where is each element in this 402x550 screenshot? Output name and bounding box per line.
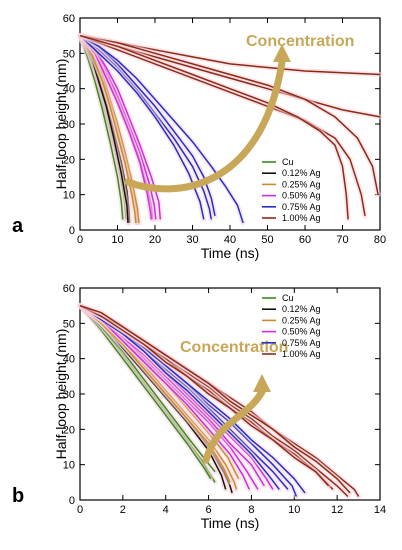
series-line-0-75-ag: [79, 35, 213, 220]
panel-a-y-tick-label: 60: [63, 13, 75, 25]
panel-a-legend: Cu0.12% Ag0.25% Ag 0.50% Ag0.75% Ag1.00% …: [262, 157, 321, 223]
panel-b-concentration-arrow: [202, 374, 271, 464]
series-line-0-50-ag: [79, 35, 153, 220]
panel-b-series-lines: [77, 303, 362, 499]
concentration-arrow-shaft: [124, 58, 286, 193]
panel-a-y-tick-label: 30: [63, 119, 75, 131]
legend-label: 0.12% Ag: [282, 304, 321, 314]
legend-label: 0.50% Ag: [282, 191, 321, 201]
series-line-cu: [79, 305, 212, 480]
panel-b-x-tick-label: 6: [206, 504, 212, 516]
panel-a-y-axis-title: Half-loop height (nm): [53, 59, 69, 190]
panel-a-x-tick-label: 10: [111, 234, 123, 246]
panel-b-x-tick-label: 12: [331, 504, 343, 516]
panel-a-y-tick-label: 0: [69, 225, 75, 237]
series-line-0-50-ag: [79, 305, 250, 490]
legend-label: 0.75% Ag: [282, 202, 321, 212]
panel-a-series-lines: [77, 33, 383, 226]
series-line-1-00-ag: [79, 304, 351, 494]
panel-b-x-tick-label: 2: [120, 504, 126, 516]
panel-b-x-tick-label: 8: [248, 504, 254, 516]
panel-b-letter: b: [12, 485, 24, 507]
panel-a-letter: a: [12, 215, 24, 237]
panel-b-y-tick-label: 30: [63, 389, 75, 401]
series-line-1-00-ag: [79, 34, 349, 220]
panel-a-y-tick-label: 10: [63, 190, 75, 202]
panel-b-x-axis-title: Time (ns): [201, 515, 260, 531]
panel-a-y-tick-label: 20: [63, 154, 75, 166]
panel-b-y-tick-label: 10: [63, 460, 75, 472]
series-line-0-25-ag: [79, 35, 137, 223]
legend-label: 0.75% Ag: [282, 338, 321, 348]
panel-b-y-tick-label: 0: [69, 495, 75, 507]
panel-b-y-tick-label: 60: [63, 283, 75, 295]
legend-label: 1.00% Ag: [282, 213, 321, 223]
series-line-1-00-ag: [79, 305, 330, 487]
legend-label: 0.12% Ag: [282, 168, 321, 178]
panel-b-y-axis-title: Half-loop height (nm): [53, 329, 69, 460]
panel-b-legend: Cu0.12% Ag0.25% Ag 0.50% Ag0.75% Ag1.00% …: [262, 293, 321, 359]
panel-b-x-tick-label: 0: [77, 504, 83, 516]
panel-b-y-tick-label: 40: [63, 354, 75, 366]
panel-a-x-tick-label: 50: [261, 234, 273, 246]
panel-a-concentration-label: Concentration: [246, 33, 354, 50]
panel-a-x-tick-label: 80: [374, 234, 386, 246]
panel-a-x-tick-label: 0: [77, 234, 83, 246]
panel-a-x-tick-label: 40: [224, 234, 236, 246]
series-line-0-75-ag: [79, 305, 280, 490]
panel-a-ticks: 0 10 20 30 40 50 60 70 80 0 10 20 30 40 50 60: [63, 13, 386, 246]
panel-b-x-tick-label: 14: [374, 504, 386, 516]
panel-b-x-tick-label: 10: [288, 504, 300, 516]
panel-a-y-tick-label: 50: [63, 48, 75, 60]
panel-a-x-tick-label: 20: [149, 234, 161, 246]
panel-a-chart: 0 10 20 30 40 50 60 70 80 0 10 20 30 40 50 60 Concentra…: [12, 13, 386, 261]
panel-b-ticks: 0 2 4 6 8 10 12 14 0 10 20 30 40 50 60: [63, 283, 386, 516]
legend-label: Cu: [282, 157, 294, 167]
series-line-1-00-ag: [79, 34, 379, 195]
series-line-cu: [79, 35, 124, 220]
legend-label: 0.50% Ag: [282, 327, 321, 337]
series-line-0-75-ag: [79, 35, 205, 220]
series-line-0-75-ag: [79, 35, 244, 224]
concentration-arrow-head: [253, 374, 271, 392]
panel-a-x-tick-label: 60: [299, 234, 311, 246]
panel-a-x-tick-label: 70: [336, 234, 348, 246]
panel-b-y-tick-label: 20: [63, 424, 75, 436]
panel-a-concentration-arrow: [124, 44, 291, 193]
legend-label: 1.00% Ag: [282, 349, 321, 359]
panel-b-chart: 0 2 4 6 8 10 12 14 0 10 20 30 40 50 60 Concentration C…: [12, 283, 386, 531]
panel-a-x-axis-title: Time (ns): [201, 245, 260, 261]
panel-b-concentration-label: Concentration: [180, 339, 288, 356]
legend-label: Cu: [282, 293, 294, 303]
panel-b-x-tick-label: 4: [163, 504, 169, 516]
panel-b-y-tick-label: 50: [63, 318, 75, 330]
legend-label: 0.25% Ag: [282, 179, 321, 189]
panel-a-y-tick-label: 40: [63, 84, 75, 96]
panel-a-x-tick-label: 30: [186, 234, 198, 246]
concentration-arrow-head: [273, 44, 291, 62]
concentration-arrow-shaft: [202, 388, 266, 464]
legend-label: 0.25% Ag: [282, 315, 321, 325]
